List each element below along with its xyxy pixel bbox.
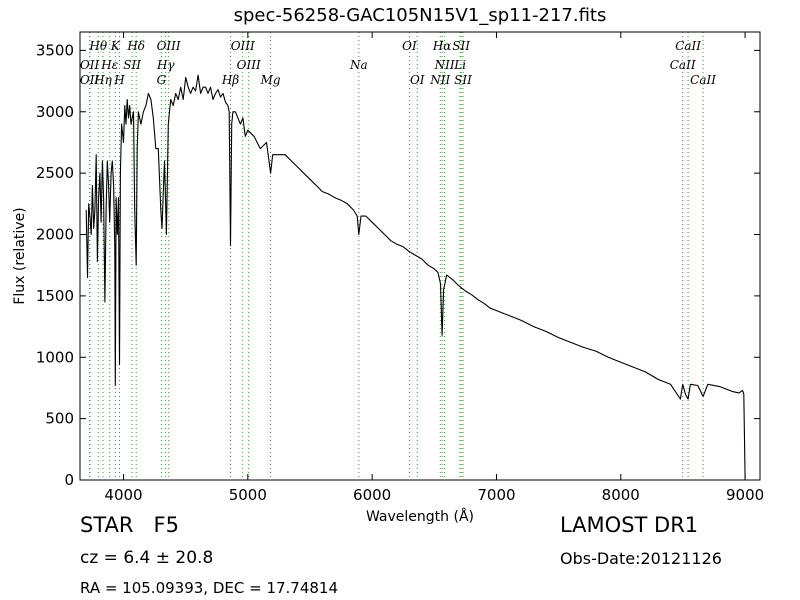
line-label: NII	[434, 58, 455, 72]
spectrum-line	[85, 74, 746, 479]
x-tick-label: 9000	[726, 486, 764, 504]
x-tick-label: 5000	[229, 486, 267, 504]
object-class: STAR F5	[80, 513, 179, 537]
emission-line-markers	[89, 32, 704, 480]
line-label: OII	[80, 73, 100, 87]
line-label: SII	[123, 58, 141, 72]
line-label: Hδ	[126, 39, 145, 53]
line-label: OIII	[231, 39, 255, 53]
line-label: H	[113, 73, 125, 87]
line-label: Li	[453, 58, 466, 72]
x-tick-label: 4000	[104, 486, 142, 504]
y-tick-label: 3000	[36, 103, 74, 121]
line-label: Hα	[432, 39, 452, 53]
line-label: OI	[410, 73, 425, 87]
line-label: Mg	[260, 73, 281, 87]
line-label: Hβ	[221, 73, 239, 87]
observation-date: Obs-Date:20121126	[560, 549, 722, 568]
x-tick-label: 8000	[602, 486, 640, 504]
plot-frame	[79, 31, 761, 481]
line-label: CaII	[675, 39, 701, 53]
line-label: SII	[452, 39, 470, 53]
line-label: Hθ	[88, 39, 107, 53]
survey-label: LAMOST DR1	[560, 513, 699, 537]
y-tick-label: 1500	[36, 287, 74, 305]
x-axis-label: Wavelength (Å)	[366, 508, 474, 525]
x-tick-label: 6000	[353, 486, 391, 504]
line-label: G	[157, 73, 167, 87]
y-tick-label: 2000	[36, 226, 74, 244]
axis-ticks: 4000 5000 6000 7000 8000 9000 0 500 1000 1500 2000…	[36, 32, 764, 504]
line-label: Na	[349, 58, 368, 72]
line-label: OI	[402, 39, 417, 53]
line-label: NII	[429, 73, 450, 87]
line-label: CaII	[690, 73, 716, 87]
coordinates-readout: RA = 105.09393, DEC = 17.74814	[80, 579, 339, 597]
line-label: CaII	[670, 58, 696, 72]
y-tick-label: 3500	[36, 41, 74, 59]
y-tick-label: 1000	[36, 348, 74, 366]
x-tick-label: 7000	[477, 486, 515, 504]
line-label: OIII	[157, 39, 181, 53]
y-tick-label: 0	[64, 471, 74, 489]
line-label: OII	[80, 58, 100, 72]
line-label: K	[110, 39, 121, 53]
line-label: SII	[454, 73, 472, 87]
y-tick-label: 2500	[36, 164, 74, 182]
redshift-readout: cz = 6.4 ± 20.8	[80, 548, 214, 568]
y-axis-label: Flux (relative)	[12, 207, 28, 304]
spectrum-series	[85, 74, 746, 479]
y-tick-label: 500	[45, 410, 74, 428]
chart-title: spec-56258-GAC105N15V1_sp11-217.fits	[233, 5, 607, 26]
line-label: Hε	[100, 58, 118, 72]
line-label: OIII	[237, 58, 261, 72]
line-label: Hγ	[156, 58, 175, 72]
line-label: Hη	[93, 73, 112, 87]
